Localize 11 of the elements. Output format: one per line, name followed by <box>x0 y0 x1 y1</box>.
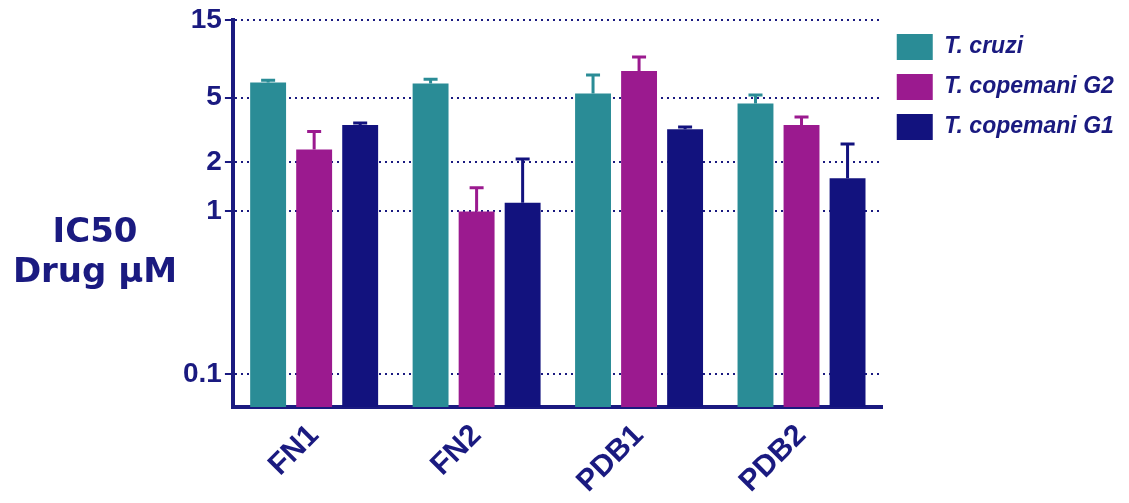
y-axis-title: IC50 Drug μM <box>11 210 179 290</box>
y-tick-label: 5 <box>206 80 222 112</box>
x-tick-label: FN1 <box>260 417 325 481</box>
legend-label: T. copemani G2 <box>944 72 1115 99</box>
y-tick-label: 0.1 <box>182 357 222 389</box>
y-tick-label: 1 <box>206 194 222 226</box>
legend-label: T. copemani G1 <box>944 112 1114 139</box>
y-tick-label: 2 <box>206 145 222 177</box>
y-tick-label: 15 <box>190 2 222 34</box>
legend-label: T. cruzi <box>944 32 1024 59</box>
x-tick-label: FN2 <box>423 417 487 481</box>
